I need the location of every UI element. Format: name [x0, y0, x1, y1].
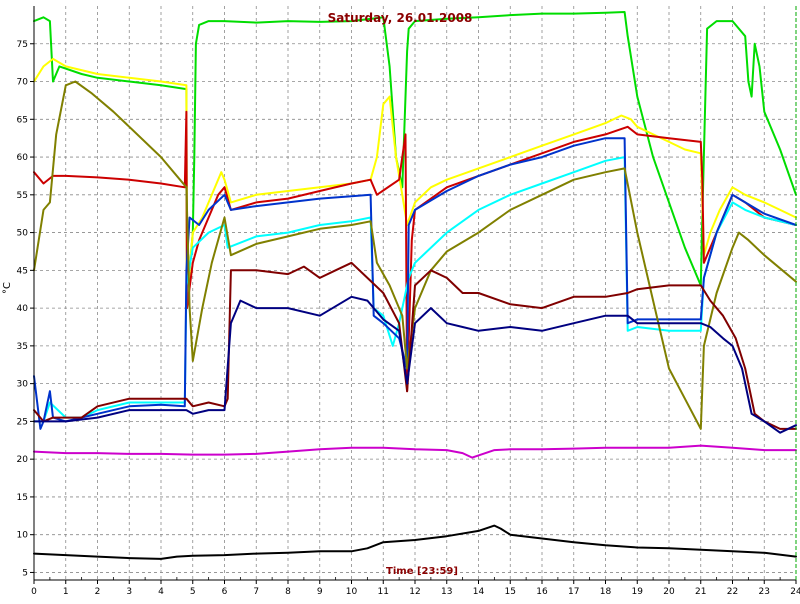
series-line-9 [33, 524, 797, 560]
x-tick-label-5: 5 [190, 587, 196, 597]
x-tick-label-13: 13 [441, 587, 452, 597]
y-tick-label-2: 15 [17, 493, 28, 503]
y-tick-label-11: 60 [17, 153, 29, 163]
x-tick-label-14: 14 [473, 587, 485, 597]
x-tick-label-22: 22 [727, 587, 738, 597]
series-line-0 [33, 11, 797, 310]
x-tick-label-15: 15 [505, 587, 516, 597]
series-line-8 [33, 444, 797, 459]
x-tick-label-1: 1 [63, 587, 69, 597]
x-tick-label-19: 19 [632, 587, 644, 597]
y-tick-label-7: 40 [17, 304, 29, 314]
x-tick-label-9: 9 [317, 587, 323, 597]
series-line-5 [33, 80, 797, 430]
x-tick-label-3: 3 [126, 587, 132, 597]
y-tick-label-5: 30 [17, 380, 29, 390]
series-line-2 [33, 110, 797, 393]
y-tick-label-1: 10 [17, 531, 29, 541]
series-line-6 [33, 261, 797, 430]
y-tick-label-14: 75 [17, 40, 28, 50]
x-axis-label: Time [23:59] [386, 566, 458, 577]
x-tick-label-18: 18 [600, 587, 612, 597]
axes [30, 6, 797, 584]
x-tick-label-21: 21 [695, 587, 706, 597]
x-tick-label-2: 2 [95, 587, 101, 597]
x-tick-label-7: 7 [253, 587, 259, 597]
y-tick-label-0: 5 [22, 568, 28, 578]
x-tick-label-8: 8 [285, 587, 291, 597]
series-line-7 [33, 295, 797, 434]
x-tick-label-17: 17 [568, 587, 579, 597]
y-tick-label-13: 70 [17, 78, 29, 88]
y-tick-label-6: 35 [17, 342, 28, 352]
tick-labels: 0 1 2 3 4 5 6 7 8 9 10 11 12 13 14 15 16 17 18 19 20 21 22 23 24… [17, 40, 800, 597]
x-tick-label-11: 11 [378, 587, 389, 597]
x-tick-label-20: 20 [663, 587, 675, 597]
series-group [33, 11, 797, 560]
x-tick-label-24: 24 [790, 587, 800, 597]
x-tick-label-6: 6 [222, 587, 228, 597]
series-line-3 [33, 156, 797, 423]
chart-title: Saturday, 26.01.2008 [328, 11, 473, 25]
y-tick-label-10: 55 [17, 191, 28, 201]
x-tick-label-16: 16 [536, 587, 548, 597]
x-tick-label-12: 12 [409, 587, 420, 597]
y-tick-label-12: 65 [17, 115, 28, 125]
x-tick-label-23: 23 [759, 587, 770, 597]
x-tick-label-4: 4 [158, 587, 164, 597]
y-axis-label: °C [2, 282, 13, 294]
x-tick-label-10: 10 [346, 587, 358, 597]
series-line-4 [33, 137, 797, 430]
y-tick-label-9: 50 [17, 229, 29, 239]
y-tick-label-8: 45 [17, 266, 28, 276]
x-tick-label-0: 0 [31, 587, 37, 597]
y-tick-label-4: 25 [17, 417, 28, 427]
y-tick-label-3: 20 [17, 455, 29, 465]
